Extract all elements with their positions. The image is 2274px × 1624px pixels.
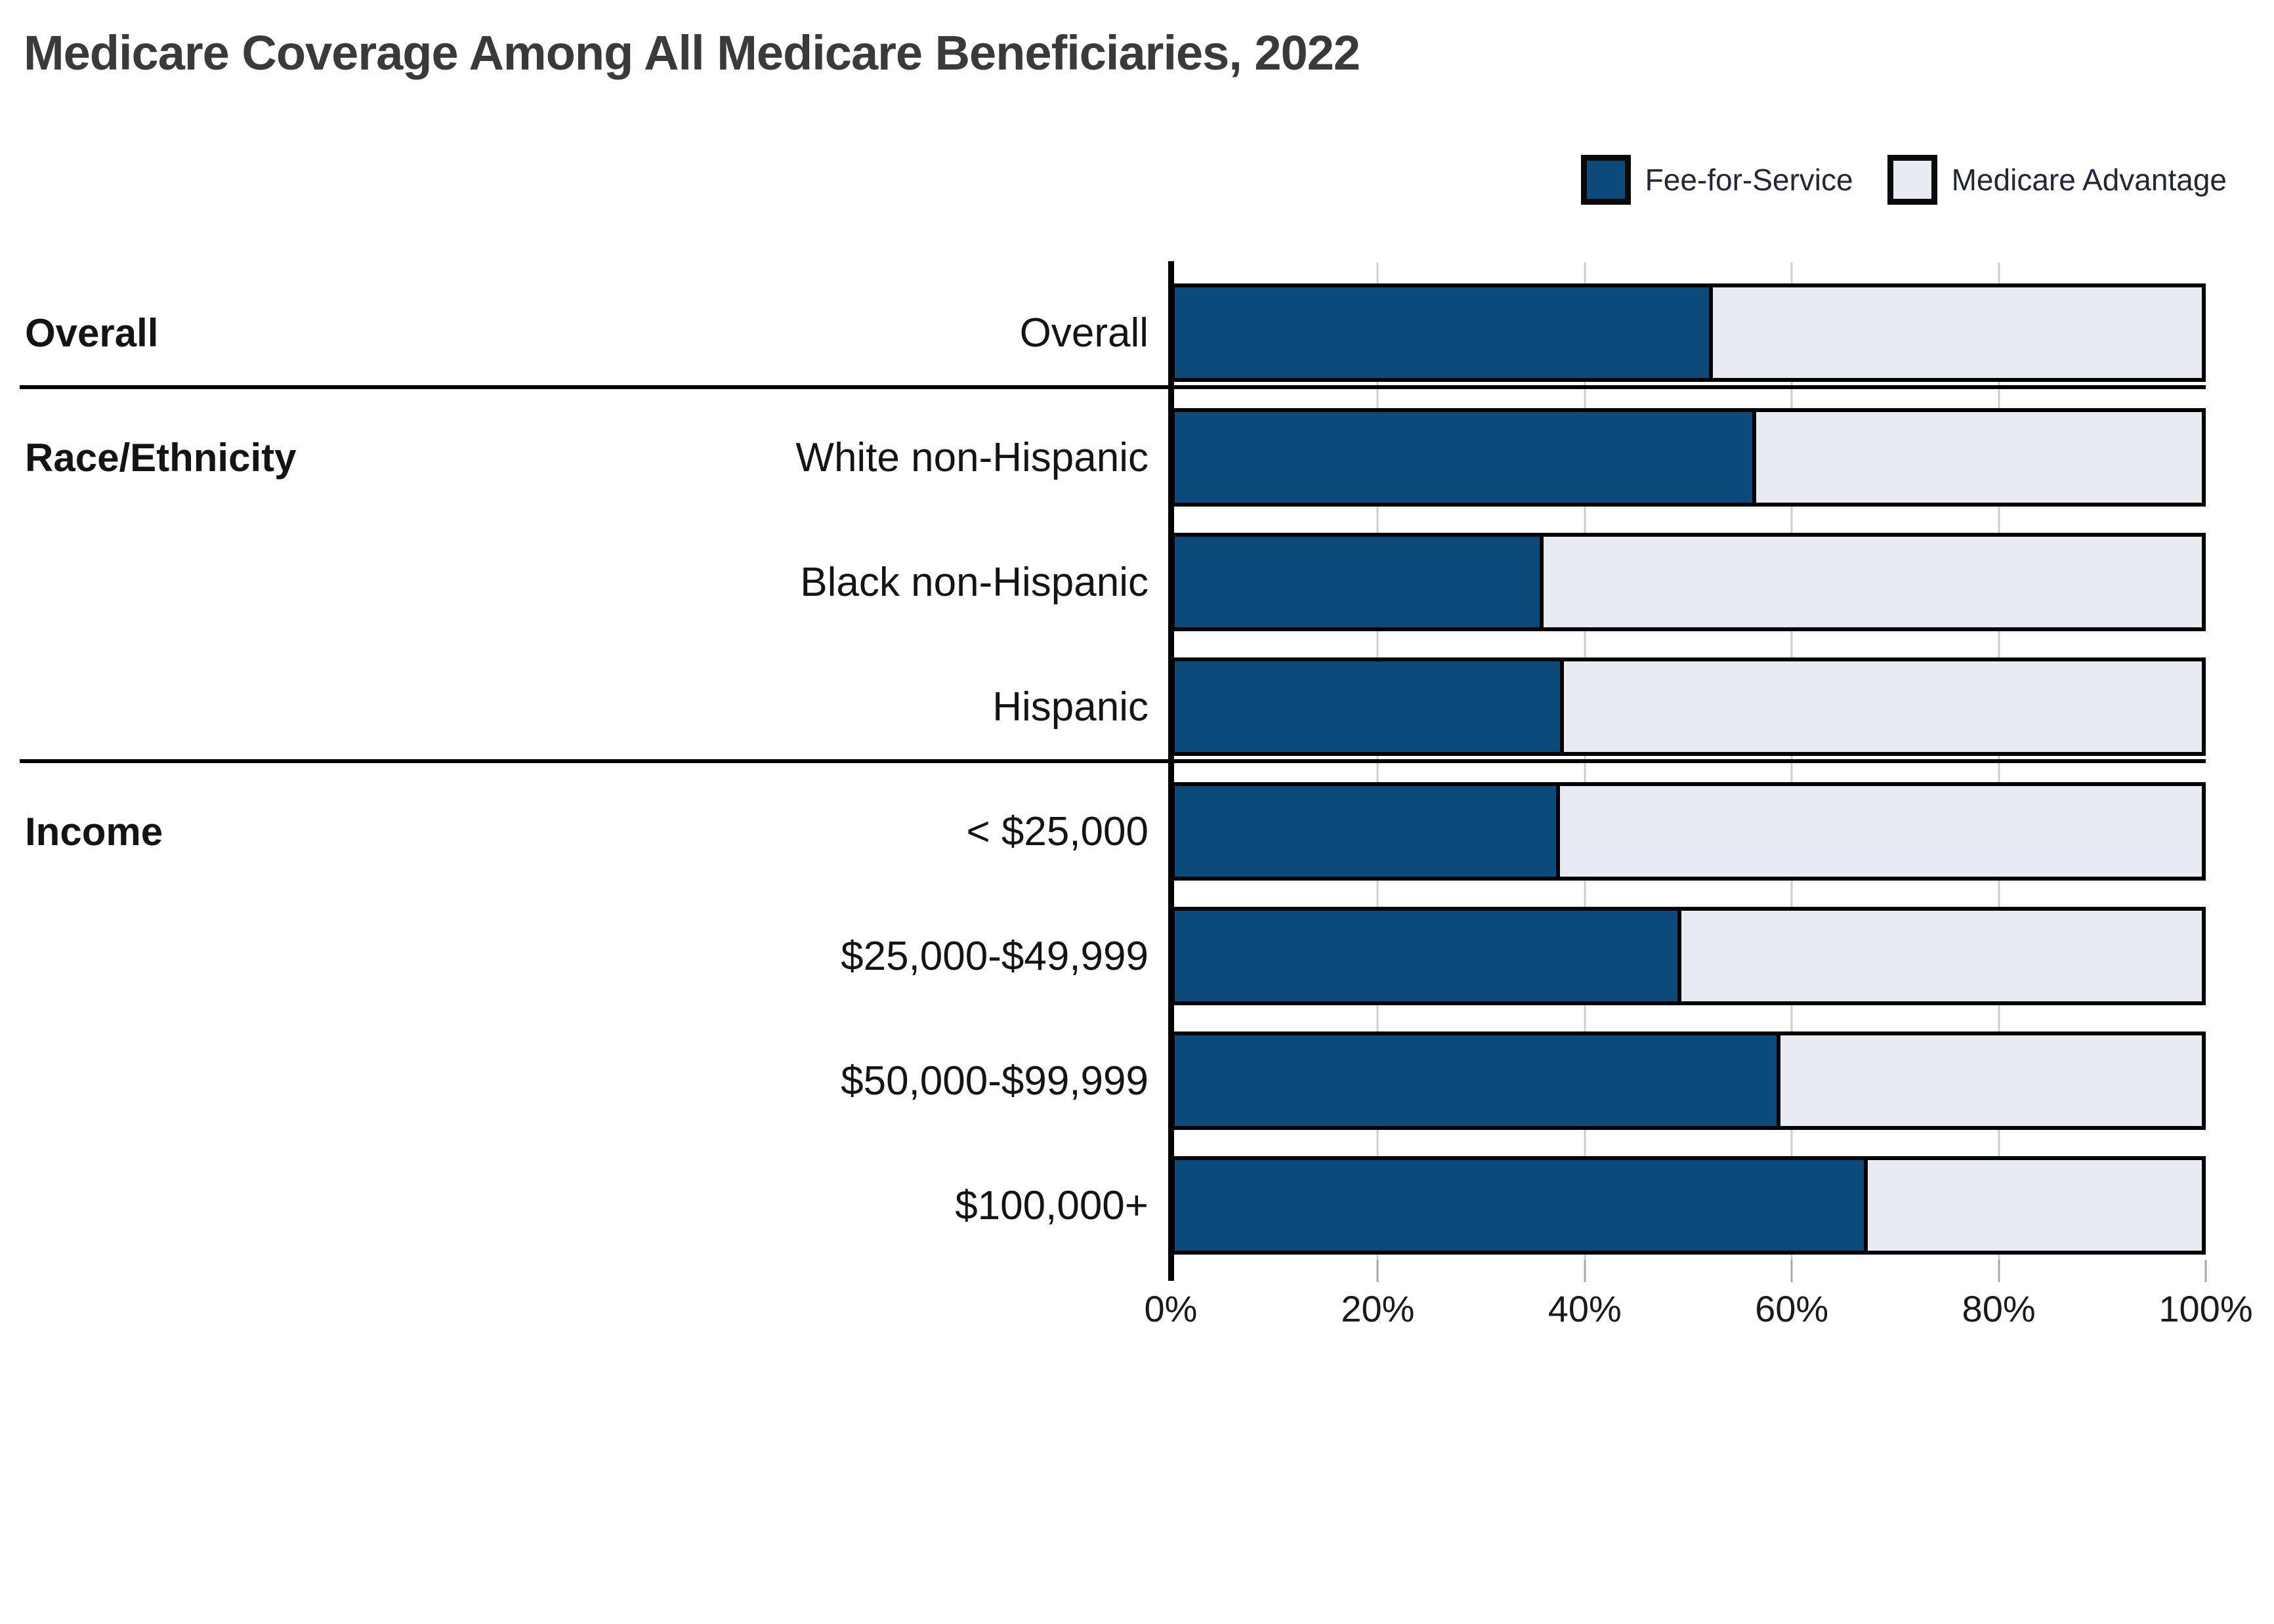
- bar-segment-medicare-advantage[interactable]: [1868, 1160, 2202, 1251]
- bar-segment-fee-for-service[interactable]: [1175, 287, 1714, 378]
- bar-segment-fee-for-service[interactable]: [1175, 537, 1544, 627]
- stacked-bar: [1171, 408, 2206, 507]
- stacked-bar: [1171, 657, 2206, 756]
- bar-row: $100,000+: [955, 1135, 2206, 1260]
- x-tick: [1376, 1260, 1379, 1282]
- section-divider-race-ethnicity: [20, 385, 2206, 389]
- bar-segment-fee-for-service[interactable]: [1175, 1035, 1781, 1126]
- category-label: Overall: [1019, 310, 1148, 356]
- chart-title: Medicare Coverage Among All Medicare Ben…: [24, 26, 1360, 80]
- category-label: $50,000-$99,999: [841, 1058, 1148, 1104]
- x-tick-label: 60%: [1755, 1288, 1829, 1329]
- group-label-race-ethnicity: Race/Ethnicity: [25, 435, 297, 480]
- legend-item-medicare-advantage: Medicare Advantage: [1887, 155, 2227, 205]
- legend: Fee-for-Service Medicare Advantage: [1580, 155, 2227, 205]
- x-tick: [1998, 1260, 2000, 1282]
- legend-swatch-fee-for-service-icon: [1580, 155, 1631, 205]
- stacked-bar: [1171, 533, 2206, 631]
- stacked-bar: [1171, 1156, 2206, 1255]
- bar-segment-fee-for-service[interactable]: [1175, 786, 1560, 877]
- plot-area: Overall White non-Hispanic Black non-His…: [795, 261, 2253, 1329]
- category-label: Hispanic: [992, 684, 1148, 730]
- bar-row: Black non-Hispanic: [800, 512, 2206, 636]
- section-divider-income: [20, 759, 2206, 763]
- category-label: $100,000+: [955, 1182, 1148, 1228]
- bar-row: Overall: [1020, 262, 2206, 387]
- bar-segment-medicare-advantage[interactable]: [1543, 537, 2202, 627]
- bar-row: $25,000-$49,999: [841, 886, 2206, 1010]
- legend-swatch-medicare-advantage-icon: [1887, 155, 1937, 205]
- bar-rows: Overall White non-Hispanic Black non-His…: [795, 262, 2206, 1260]
- group-label-income: Income: [25, 809, 163, 854]
- bar-segment-medicare-advantage[interactable]: [1564, 661, 2202, 752]
- stacked-bar: [1171, 283, 2206, 382]
- x-tick-label: 40%: [1548, 1288, 1622, 1329]
- bar-segment-fee-for-service[interactable]: [1175, 911, 1681, 1001]
- legend-label-medicare-advantage: Medicare Advantage: [1951, 163, 2227, 197]
- group-label-overall: Overall: [25, 310, 159, 355]
- bar-segment-medicare-advantage[interactable]: [1756, 412, 2202, 503]
- bar-row: < $25,000: [966, 761, 2206, 886]
- category-label: Black non-Hispanic: [800, 559, 1148, 605]
- bar-segment-medicare-advantage[interactable]: [1780, 1035, 2202, 1126]
- category-label: < $25,000: [966, 808, 1148, 854]
- bar-segment-medicare-advantage[interactable]: [1559, 786, 2202, 877]
- bar-segment-fee-for-service[interactable]: [1175, 412, 1756, 503]
- x-tick-label: 80%: [1962, 1288, 2036, 1329]
- legend-item-fee-for-service: Fee-for-Service: [1580, 155, 1853, 205]
- bar-row: Hispanic: [992, 636, 2206, 761]
- stacked-bar: [1171, 907, 2206, 1005]
- stacked-bar: [1171, 1031, 2206, 1130]
- legend-label-fee-for-service: Fee-for-Service: [1645, 163, 1853, 197]
- category-label: White non-Hispanic: [795, 434, 1148, 480]
- stacked-bar: [1171, 782, 2206, 881]
- bar-row: $50,000-$99,999: [841, 1010, 2206, 1135]
- bar-segment-medicare-advantage[interactable]: [1681, 911, 2202, 1001]
- x-tick-label: 20%: [1341, 1288, 1415, 1329]
- x-tick: [1790, 1260, 1793, 1282]
- bar-segment-medicare-advantage[interactable]: [1713, 287, 2202, 378]
- x-tick: [2204, 1260, 2207, 1282]
- x-tick-label: 0%: [1144, 1288, 1198, 1329]
- x-tick-label: 100%: [2158, 1288, 2253, 1329]
- x-tick: [1584, 1260, 1586, 1282]
- bar-row: White non-Hispanic: [795, 387, 2206, 512]
- y-axis-line: [1168, 261, 1174, 1281]
- bar-segment-fee-for-service[interactable]: [1175, 661, 1565, 752]
- category-label: $25,000-$49,999: [841, 933, 1148, 979]
- bar-segment-fee-for-service[interactable]: [1175, 1160, 1868, 1251]
